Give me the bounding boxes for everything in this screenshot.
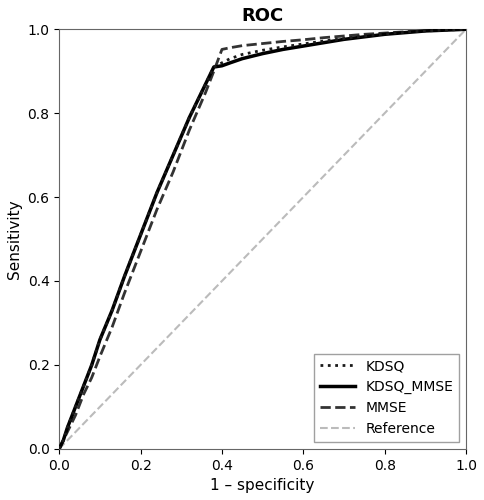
Y-axis label: Sensitivity: Sensitivity bbox=[7, 199, 22, 279]
X-axis label: 1 – specificity: 1 – specificity bbox=[211, 478, 315, 493]
Title: ROC: ROC bbox=[242, 7, 284, 25]
Legend: KDSQ, KDSQ_MMSE, MMSE, Reference: KDSQ, KDSQ_MMSE, MMSE, Reference bbox=[314, 354, 459, 442]
